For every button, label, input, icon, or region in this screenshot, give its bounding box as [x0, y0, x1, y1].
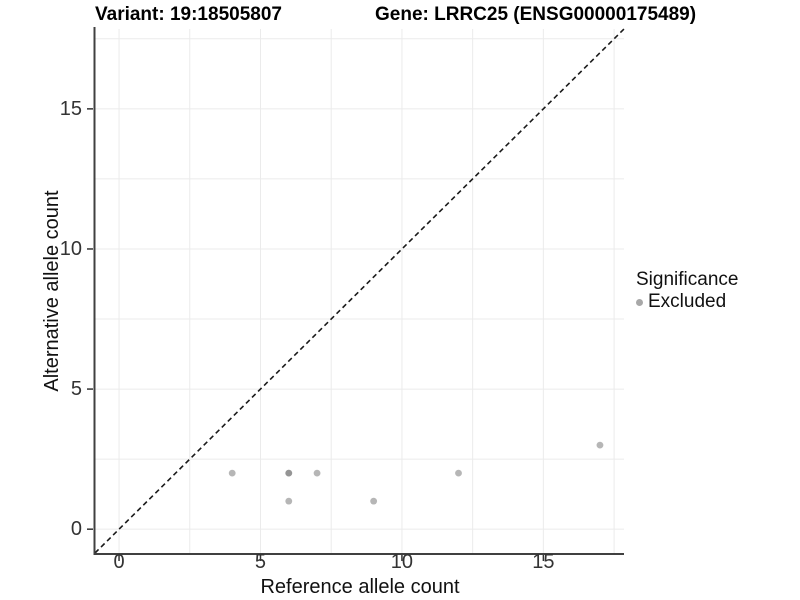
data-point — [313, 469, 321, 477]
legend-entry-label: Excluded — [648, 291, 727, 312]
data-point — [596, 441, 604, 449]
legend-entry-excluded: Excluded — [636, 291, 738, 313]
data-point — [228, 469, 236, 477]
data-point — [285, 497, 293, 505]
x-axis-title: Reference allele count — [260, 576, 460, 598]
legend-point-icon — [636, 298, 643, 306]
x-tick-label: 10 — [390, 551, 414, 573]
y-tick-label: 10 — [59, 237, 82, 260]
data-point — [285, 469, 293, 477]
y-tick-label: 0 — [70, 518, 82, 541]
x-tick-label: 15 — [532, 551, 555, 573]
y-axis-title: Alternative allele count — [41, 190, 63, 392]
legend-title: Significance — [636, 269, 739, 290]
legend: Significance Excluded — [636, 268, 738, 313]
gene-title: Gene: LRRC25 (ENSG00000175489) — [375, 4, 697, 25]
data-point — [370, 497, 378, 505]
y-tick-label: 15 — [59, 97, 82, 120]
identity-line — [94, 28, 625, 554]
y-tick-label: 5 — [70, 378, 82, 401]
variant-title: Variant: 19:18505807 — [95, 4, 282, 25]
data-point — [455, 469, 462, 477]
x-tick-label: 0 — [113, 551, 125, 573]
x-tick-label: 5 — [254, 551, 267, 573]
